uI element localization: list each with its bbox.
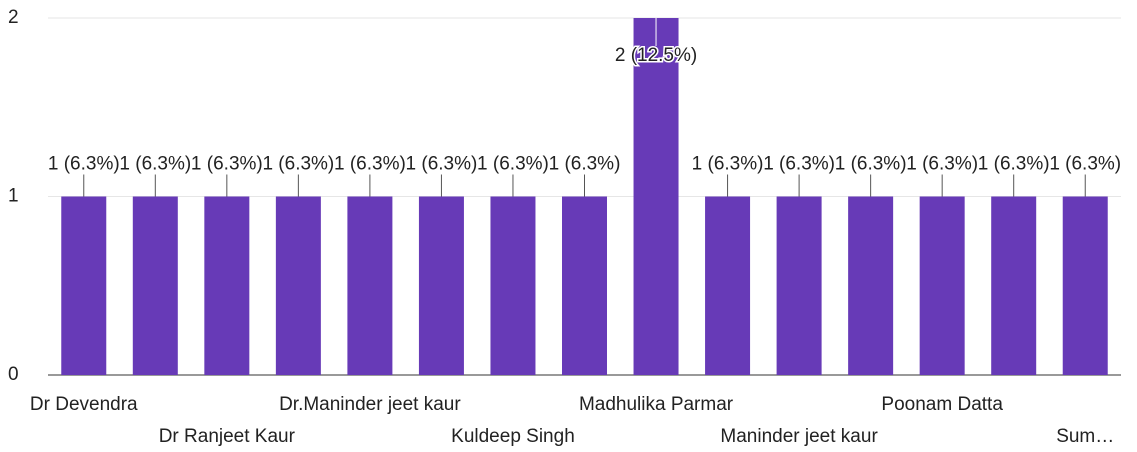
- x-tick-label: Kuldeep Singh: [451, 426, 575, 447]
- y-tick-label: 0: [8, 364, 19, 385]
- bar: [776, 196, 822, 375]
- x-tick-label: Poonam Datta: [881, 394, 1003, 415]
- value-label: 1 (6.3%): [334, 154, 406, 175]
- bar: [1062, 196, 1108, 375]
- bar: [275, 196, 321, 375]
- bar: [562, 196, 607, 375]
- bar: [61, 196, 107, 375]
- value-label: 1 (6.3%): [48, 154, 120, 175]
- bar: [347, 196, 393, 375]
- value-label: 1 (6.3%): [262, 154, 334, 175]
- x-tick-label: Dr Ranjeet Kaur: [159, 426, 296, 447]
- y-tick-label: 2: [8, 7, 19, 28]
- bar: [919, 196, 965, 375]
- bar: [204, 196, 250, 375]
- bar: [848, 196, 894, 375]
- value-label: 1 (6.3%): [692, 154, 764, 175]
- value-label: 1 (6.3%): [191, 154, 263, 175]
- value-label: 2 (12.5%): [615, 45, 697, 66]
- value-label: 1 (6.3%): [549, 154, 621, 175]
- x-tick-label: Madhulika Parmar: [579, 394, 734, 415]
- bar: [490, 196, 536, 375]
- bar: [418, 196, 464, 375]
- value-label: 1 (6.3%): [906, 154, 978, 175]
- x-tick-label: Dr.Maninder jeet kaur: [279, 394, 461, 415]
- y-tick-label: 1: [8, 186, 19, 207]
- value-label: 1 (6.3%): [978, 154, 1050, 175]
- bar: [705, 196, 751, 375]
- bar: [132, 196, 178, 375]
- bar: [633, 18, 679, 375]
- value-label: 1 (6.3%): [119, 154, 191, 175]
- x-tick-label: Maninder jeet kaur: [720, 426, 878, 447]
- x-tick-label: Dr Devendra: [30, 394, 138, 415]
- value-label: 1 (6.3%): [835, 154, 907, 175]
- value-label: 1 (6.3%): [406, 154, 478, 175]
- value-label: 1 (6.3%): [763, 154, 835, 175]
- bar: [991, 196, 1037, 375]
- value-label: 1 (6.3%): [477, 154, 549, 175]
- value-label: 1 (6.3%): [1049, 154, 1121, 175]
- x-tick-label: Sum…: [1056, 426, 1114, 447]
